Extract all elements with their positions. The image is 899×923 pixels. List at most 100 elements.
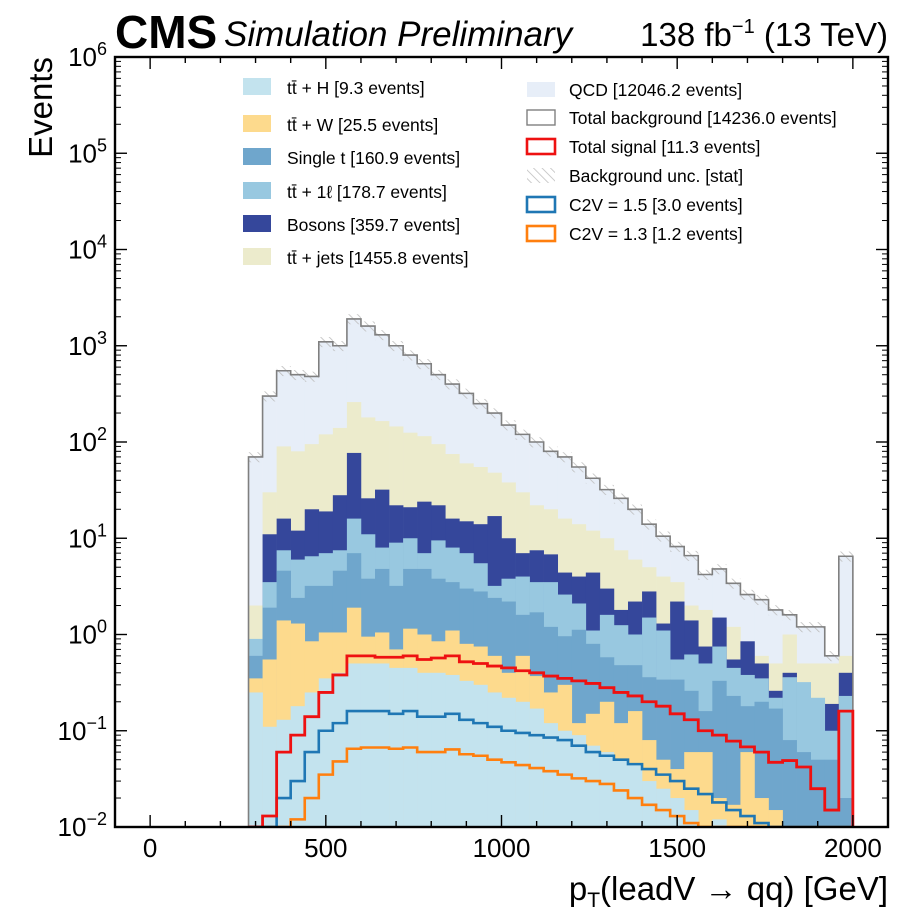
bar-ttW [754,798,769,827]
y-tick-base: 10 [58,812,87,842]
bar-ttH [360,663,376,827]
simulation-label: Simulation Preliminary [224,15,575,54]
total-background-line [247,318,854,827]
bar-single_t [726,695,741,827]
bar-ttH [445,674,460,827]
bar-ttH [346,663,362,827]
y-tick-exponent: 1 [97,520,107,540]
y-tick-base: 10 [68,427,97,457]
legend-swatch-ttH [243,78,271,95]
bar-ttH [276,719,291,827]
y-tick-base: 10 [68,138,97,168]
legend-label-c2v_13: C2V = 1.3 [1.2 events] [569,224,743,244]
x-axis-title-sub: T [587,889,600,912]
legend-label-ttH: tt̄ + H [9.3 events] [287,78,425,98]
legend-swatch-c2v_13 [525,224,557,243]
bar-ttH [304,692,320,827]
y-tick-label: 102 [68,424,107,457]
x-tick-label: 500 [304,833,347,863]
bar-ttH [431,672,446,827]
legend-label-total_signal: Total signal [11.3 events] [569,137,760,157]
y-tick-label: 106 [68,39,107,72]
bar-ttW [726,804,741,827]
plot-frame [113,55,890,829]
legend-swatch-ttjets [243,248,271,265]
y-tick-exponent: 3 [97,328,107,348]
bar-single_t [824,759,840,827]
bar-ttH [599,752,615,827]
bar-ttH [332,672,348,827]
bar-ttH [670,798,685,827]
legend-swatch-total_bkg [526,109,556,126]
bar-ttW [740,752,755,827]
c2v-1p5-line [248,709,853,827]
bar-single_t [782,740,797,827]
legend-label-c2v_15: C2V = 1.5 [3.0 events] [569,195,743,215]
y-tick-base: 10 [58,716,87,746]
legend-label-single_t: Single t [160.9 events] [287,148,460,168]
bar-ttH [262,726,277,827]
bar-ttH [627,764,643,827]
axis-ticks: 0 500 1000 1500 200010−210−11001011021031041… [58,39,889,863]
x-tick-label: 1000 [473,833,531,863]
bar-single_t [768,708,783,827]
x-axis-title: pT(leadV → qq) [GeV] [569,870,888,912]
bar-ttW [768,810,783,827]
bar-single_t [796,752,811,827]
bar-ttH [389,667,404,827]
x-axis-title-p: p [569,870,587,907]
lumi-label: 138 fb−1 (13 TeV) [640,16,888,53]
legend-label-qcd: QCD [12046.2 events] [569,80,742,100]
y-tick-base: 10 [68,331,97,361]
bar-ttH [712,819,727,827]
legend-label-bosons: Bosons [359.7 events] [287,215,460,235]
bar-single_t [712,680,727,827]
bar-ttH [557,730,573,827]
energy-label: (13 TeV) [755,16,888,53]
legend-swatch-hatch [527,168,555,183]
legend-label-ttW: tt̄ + W [25.5 events] [287,115,438,135]
y-tick-exponent: 4 [97,232,107,252]
y-tick-label: 103 [68,328,107,361]
legend-label-hatch: Background unc. [stat] [569,166,743,186]
x-tick-label: 2000 [824,833,882,863]
y-tick-label: 100 [68,617,107,650]
legend-swatch-qcd [527,82,555,97]
bar-single_t [754,701,769,827]
x-tick-label: 0 [143,833,157,863]
bar-ttH [613,759,629,827]
y-tick-base: 10 [68,235,97,265]
bar-ttH [543,723,559,827]
legend-swatch-bosons [243,215,271,232]
bar-single_t [838,798,854,827]
lumi-value: 138 fb [640,16,732,53]
y-tick-exponent: −2 [86,809,107,829]
y-tick-label: 104 [68,232,107,265]
y-tick-exponent: 6 [97,39,107,59]
bar-tt1l [838,695,854,827]
legend-swatch-tt1l [243,182,271,199]
bar-ttH [656,788,671,827]
legend-label-ttjets: tt̄ + jets [1455.8 events] [287,248,468,268]
legend-swatch-ttW [243,115,271,132]
bar-ttH [318,678,334,827]
y-tick-exponent: −1 [86,713,107,733]
bar-ttH [290,706,306,827]
x-tick-label: 1500 [648,833,706,863]
y-tick-label: 105 [68,135,107,168]
bar-ttH [585,745,601,827]
y-tick-label: 10−1 [58,713,107,746]
total-signal-line [248,654,855,827]
legend: tt̄ + H [9.3 events] tt̄ + W [25.5 events… [243,78,837,268]
bar-single_t [810,759,826,827]
legend-swatch-total_signal [525,137,557,156]
bar-ttH [417,672,432,827]
y-tick-base: 10 [68,42,97,72]
bar-ttH [375,663,390,827]
y-tick-exponent: 0 [97,617,107,637]
bar-ttH [684,810,699,827]
plot-area [247,314,855,827]
y-axis-title: Events [22,57,59,158]
